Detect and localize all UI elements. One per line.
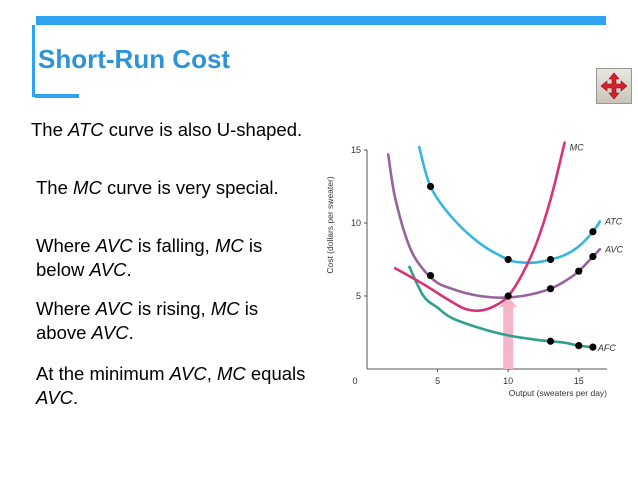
x-tick-label: 0 xyxy=(352,376,357,386)
series-avc-label: AVC xyxy=(604,244,624,254)
paragraph-mc: The MC curve is very special. xyxy=(36,176,296,200)
italic-term: AVC xyxy=(91,322,129,343)
header-accent-bar xyxy=(36,16,606,25)
text-run: The xyxy=(31,119,69,140)
series-avc-point xyxy=(589,252,597,261)
y-axis-label: Cost (dollars per sweater) xyxy=(325,176,335,273)
text-run: is below xyxy=(36,235,263,280)
series-mc-line xyxy=(393,141,566,313)
text-run: , xyxy=(206,363,217,384)
series-atc-point xyxy=(589,228,597,236)
series-atc-label: ATC xyxy=(604,217,623,227)
series-afc-label: AFC xyxy=(597,343,617,353)
text-run: The xyxy=(36,177,74,198)
italic-term: MC xyxy=(210,298,240,319)
arrow-shaft xyxy=(503,306,514,369)
series-afc-point xyxy=(575,342,583,350)
text-run: . xyxy=(128,322,134,343)
paragraph-avc-falling: Where AVC is falling, MC is below AVC. xyxy=(36,234,306,282)
text-run: curve is also U-shaped. xyxy=(103,119,303,140)
cost-curves-chart: 5 10 15 0 5 10 15 Output (sweaters per day) Cost… xyxy=(325,141,624,398)
text-run: is above xyxy=(36,298,259,343)
text-run: equals xyxy=(245,363,306,384)
y-tick-label: 10 xyxy=(351,218,361,228)
series-mc-label: MC xyxy=(570,143,584,153)
text-run: is rising, xyxy=(132,298,211,319)
series-atc-point xyxy=(426,182,435,191)
text-run: . xyxy=(126,259,132,280)
x-tick-label: 5 xyxy=(435,376,440,386)
title-accent-bar xyxy=(32,25,35,97)
paragraph-atc: The ATC curve is also U-shaped. xyxy=(31,118,306,142)
x-tick-label: 10 xyxy=(503,376,513,386)
italic-term: AVC xyxy=(95,235,133,256)
series-avc-line xyxy=(386,153,602,299)
text-run: is falling, xyxy=(132,235,215,256)
paragraph-avc-rising: Where AVC is rising, MC is above AVC. xyxy=(36,297,306,345)
x-tick-label: 15 xyxy=(574,376,584,386)
italic-term: AVC xyxy=(89,259,127,280)
series-afc-line xyxy=(408,265,595,349)
y-tick-label: 5 xyxy=(356,291,361,301)
italic-term: MC xyxy=(214,235,244,256)
italic-term: MC xyxy=(216,363,246,384)
series-afc-point xyxy=(546,337,555,345)
x-axis-label: Output (sweaters per day) xyxy=(509,388,607,398)
italic-term: AVC xyxy=(36,387,74,408)
series-atc-line xyxy=(417,145,602,265)
text-run: . xyxy=(73,387,79,408)
series-atc-point xyxy=(504,255,512,264)
y-tick-label: 15 xyxy=(351,145,361,155)
text-run: Where xyxy=(36,298,96,319)
italic-term: AVC xyxy=(95,298,133,319)
italic-term: AVC xyxy=(169,363,207,384)
arrow-head xyxy=(499,297,518,307)
series-avc-point xyxy=(504,292,512,300)
move-arrows-icon[interactable] xyxy=(596,68,632,104)
italic-term: MC xyxy=(73,177,102,198)
chart-layer: 5 10 15 0 5 10 15 Output (sweaters per day) Cost… xyxy=(325,141,624,398)
title-underline-bar xyxy=(35,94,79,98)
text-run: curve is very special. xyxy=(101,177,279,198)
text-run: At the minimum xyxy=(36,363,170,384)
paragraph-avc-minimum: At the minimum AVC, MC equals AVC. xyxy=(36,362,306,410)
slide-title: Short-Run Cost xyxy=(38,44,231,74)
series-avc-point xyxy=(546,285,555,293)
text-run: Where xyxy=(36,235,96,256)
italic-term: ATC xyxy=(68,119,104,140)
series-avc-point xyxy=(426,271,435,280)
series-avc-point xyxy=(575,267,583,275)
series-afc-point xyxy=(589,343,597,351)
series-atc-point xyxy=(546,255,555,264)
